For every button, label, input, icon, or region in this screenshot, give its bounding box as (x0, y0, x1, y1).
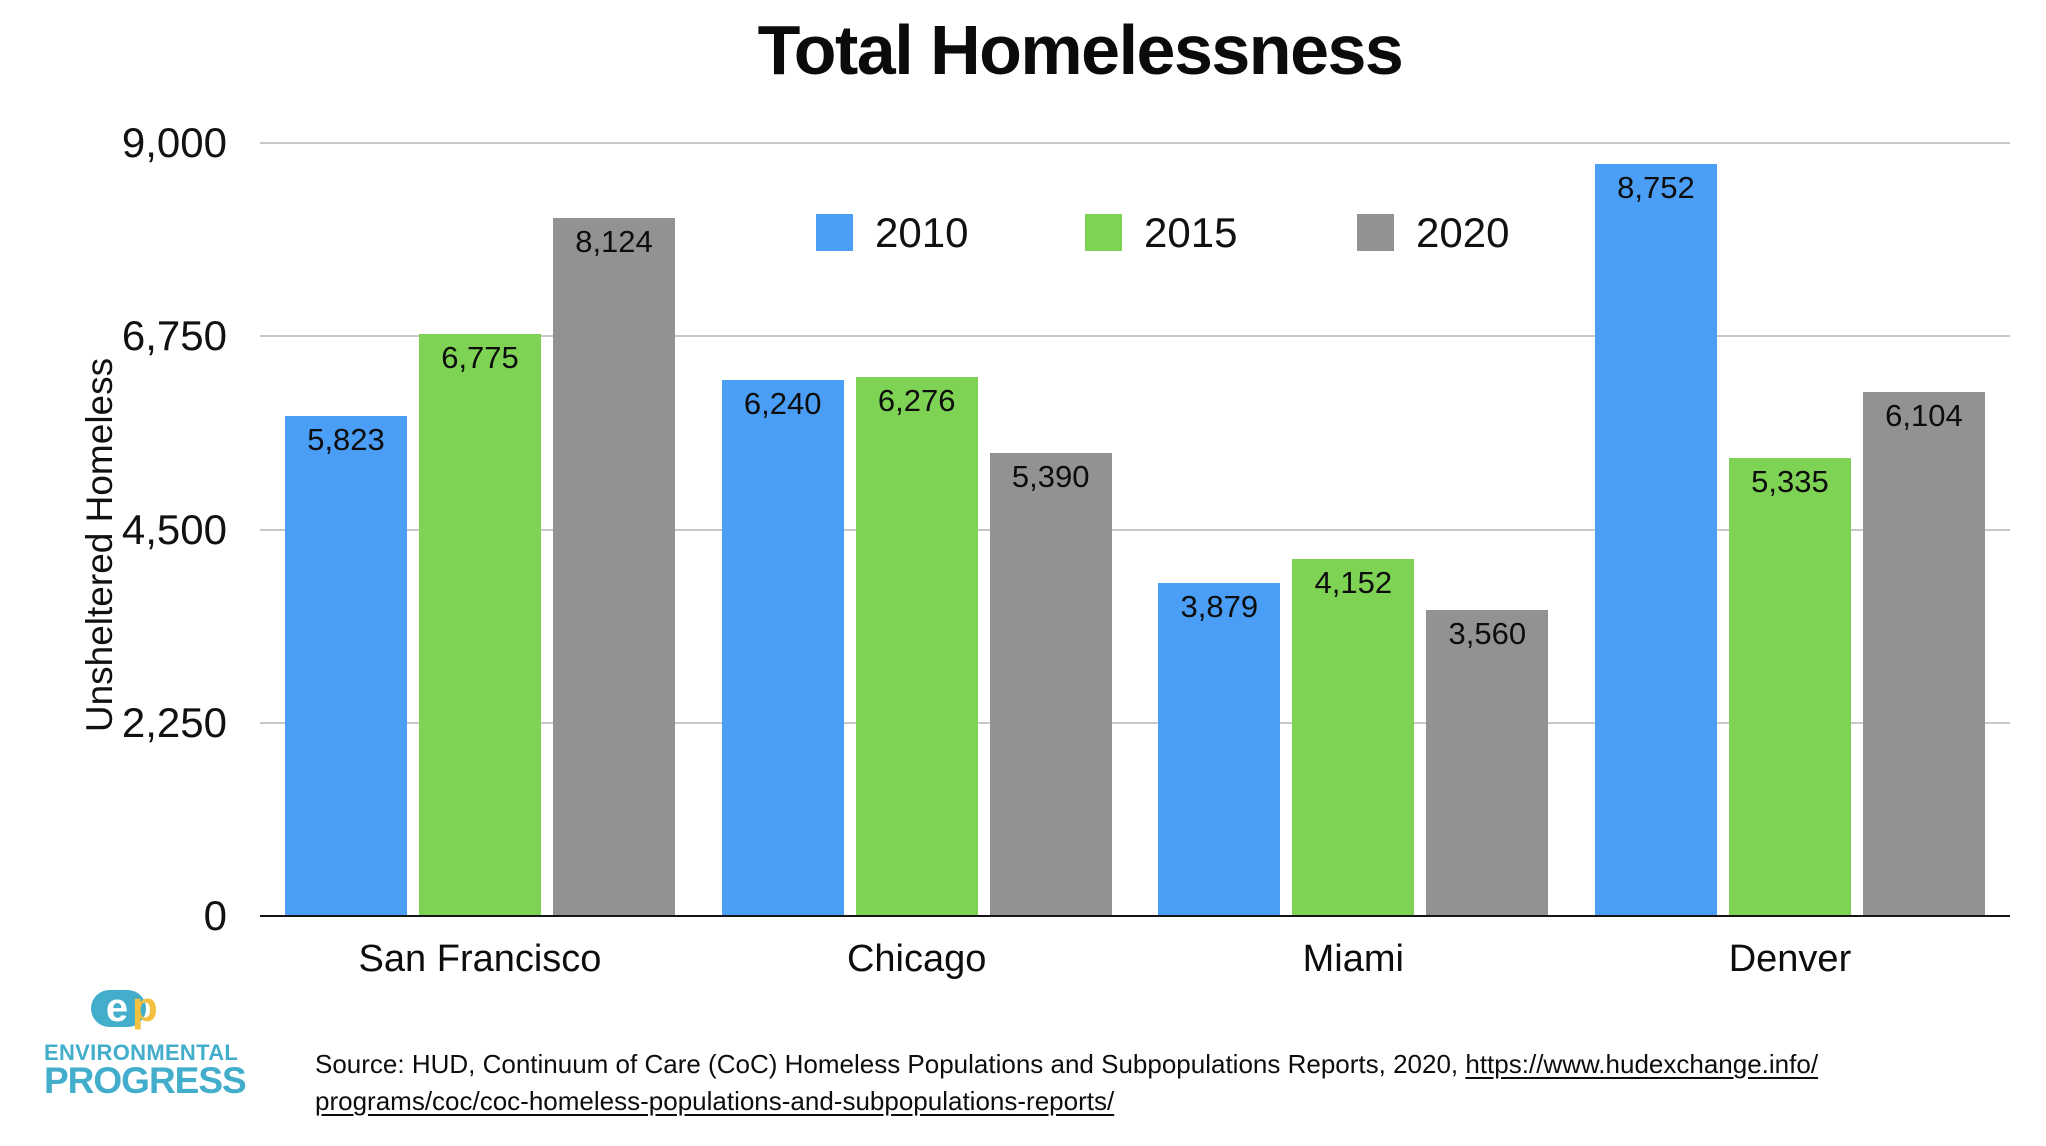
bar-value-label: 3,560 (1448, 616, 1527, 651)
x-axis-label-chicago: Chicago (846, 938, 987, 980)
legend-label-2020: 2020 (1416, 209, 1510, 256)
y-tick-label-9000: 9,000 (121, 119, 227, 166)
gridline-4500 (260, 528, 2010, 531)
chart-legend: 2010 2015 2020 (816, 209, 1576, 256)
bar-value-label: 3,879 (1180, 589, 1259, 624)
logo-text-progress: PROGRESS (44, 1060, 247, 1101)
bar-value-label: 8,752 (1617, 170, 1695, 205)
legend-swatch-2010 (816, 214, 853, 251)
bar-miami-2020: 3,560 (1426, 610, 1549, 916)
y-axis-ticks: 0 2,250 4,500 6,750 9,000 (0, 119, 227, 939)
x-axis-label-denver: Denver (1728, 938, 1852, 980)
gridline-6750 (260, 335, 2010, 338)
source-text: Source: HUD, Continuum of Care (CoC) Hom… (315, 1049, 1466, 1079)
bar-groups: 5,823 6,775 8,124 San Francisco 6,240 6,276 5,… (260, 143, 2010, 980)
logo-letter-e: e (106, 988, 128, 1030)
chart-title: Total Homelessness (757, 11, 1404, 89)
bar-value-label: 5,335 (1751, 464, 1829, 499)
legend-swatch-2015 (1085, 214, 1122, 251)
bar-group-denver: 8,752 5,335 6,104 Denver (1594, 143, 1985, 980)
plot-area: 5,823 6,775 8,124 San Francisco 6,240 6,276 5,… (260, 142, 2010, 980)
bar-denver-2010: 8,752 (1594, 164, 1717, 916)
y-tick-label-6750: 6,750 (121, 312, 227, 360)
legend-swatch-2020 (1357, 214, 1394, 251)
source-citation: Source: HUD, Continuum of Care (CoC) Hom… (315, 1046, 1915, 1120)
source-link-line2[interactable]: programs/coc/coc-homeless-populations-an… (315, 1086, 1115, 1116)
bar-value-label: 4,152 (1314, 565, 1393, 600)
bar-value-label: 6,104 (1885, 398, 1963, 433)
y-tick-label-4500: 4,500 (121, 505, 227, 553)
y-tick-label-0: 0 (203, 892, 227, 939)
bar-chicago-2020: 5,390 (989, 453, 1112, 916)
source-link[interactable]: https://www.hudexchange.info/ (1465, 1049, 1819, 1079)
logo-text-environmental: ENVIRONMENTAL (44, 1040, 239, 1065)
ep-logo-icon: e p (91, 988, 158, 1030)
bar-san-francisco-2015: 6,775 (419, 334, 541, 916)
x-axis-line (260, 915, 2010, 917)
bar-value-label: 6,240 (743, 386, 822, 421)
legend-label-2015: 2015 (1144, 209, 1238, 256)
legend-item-2020: 2020 (1357, 209, 1510, 256)
bar-san-francisco-2020: 8,124 (553, 218, 675, 916)
bar-group-chicago: 6,240 6,276 5,390 Chicago (721, 143, 1112, 980)
gridline-9000 (260, 142, 2010, 144)
x-axis-label-san-francisco: San Francisco (358, 938, 602, 980)
x-axis-label-miami: Miami (1302, 938, 1404, 980)
bar-chicago-2010: 6,240 (721, 380, 844, 916)
bar-value-label: 5,823 (307, 422, 385, 457)
bar-denver-2015: 5,335 (1728, 458, 1851, 916)
logo-e-pill (91, 990, 146, 1027)
legend-item-2015: 2015 (1085, 209, 1238, 256)
bar-san-francisco-2010: 5,823 (285, 416, 407, 916)
bar-group-san-francisco: 5,823 6,775 8,124 San Francisco (285, 143, 675, 980)
logo-letter-p: p (132, 988, 158, 1030)
y-tick-label-2250: 2,250 (121, 698, 227, 746)
bar-denver-2020: 6,104 (1862, 392, 1985, 916)
bar-group-miami: 3,879 4,152 3,560 Miami (1158, 143, 1549, 980)
bar-miami-2015: 4,152 (1292, 559, 1415, 916)
legend-label-2010: 2010 (875, 209, 969, 256)
bar-chicago-2015: 6,276 (855, 377, 978, 916)
gridline-2250 (260, 721, 2010, 724)
bar-value-label: 5,390 (1011, 459, 1090, 494)
bar-miami-2010: 3,879 (1158, 583, 1281, 916)
legend-item-2010: 2010 (816, 209, 969, 256)
bar-value-label: 6,775 (441, 340, 519, 375)
bar-value-label: 8,124 (575, 224, 653, 259)
bar-value-label: 6,276 (877, 383, 956, 418)
